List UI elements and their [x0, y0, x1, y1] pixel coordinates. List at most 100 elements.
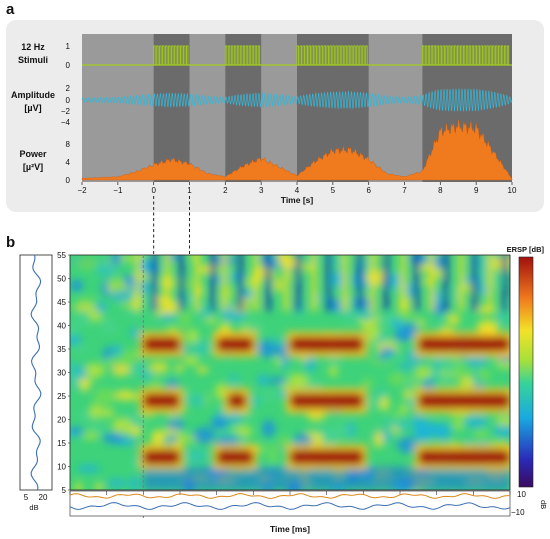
texture-blob: [94, 482, 103, 490]
high-power-band: [143, 450, 180, 465]
texture-blob: [150, 377, 160, 391]
y-tick-label: 2: [66, 84, 71, 93]
x-tick-label: 2: [223, 186, 228, 195]
high-freq-streak: [283, 255, 290, 312]
texture-blob: [464, 415, 488, 429]
texture-blob: [257, 373, 269, 387]
texture-blob: [287, 373, 308, 388]
texture-blob: [259, 392, 283, 400]
colorbar-title: ERSP [dB]: [507, 245, 545, 254]
texture-blob: [223, 312, 247, 321]
row-label-line1: Amplitude: [11, 90, 55, 100]
high-freq-streak: [325, 255, 332, 312]
bottom-trace-panel: [69, 490, 511, 517]
texture-blob: [454, 365, 464, 378]
heatmap-y-tick-label: 55: [57, 251, 66, 260]
y-tick-label: 8: [66, 140, 71, 149]
high-freq-streak: [134, 255, 141, 312]
texture-blob: [93, 387, 116, 406]
texture-blob: [415, 421, 425, 435]
spectrum-x-tick-label: 20: [39, 493, 48, 502]
texture-blob: [362, 397, 382, 408]
x-tick-label: 7: [402, 186, 407, 195]
texture-blob: [76, 464, 101, 473]
high-freq-streak: [413, 255, 420, 312]
texture-blob: [382, 420, 401, 427]
high-freq-streak: [501, 255, 508, 312]
high-freq-streak: [151, 255, 158, 312]
texture-blob: [183, 355, 200, 366]
texture-blob: [471, 368, 480, 385]
texture-blob: [101, 319, 117, 334]
texture-blob: [74, 480, 83, 490]
texture-blob: [129, 475, 139, 490]
x-tick-label: 10: [508, 186, 517, 195]
heatmap-y-tick-label: 20: [57, 416, 66, 425]
high-freq-streak: [265, 255, 272, 312]
y-tick-label: −4: [61, 118, 71, 127]
texture-blob: [130, 454, 141, 468]
high-freq-streak: [221, 255, 228, 312]
texture-blob: [332, 424, 351, 438]
texture-blob: [450, 286, 459, 303]
texture-blob: [274, 356, 283, 366]
texture-blob: [262, 445, 284, 452]
texture-blob: [95, 259, 118, 278]
texture-blob: [249, 395, 262, 407]
heatmap-x-axis-label: Time [ms]: [270, 524, 310, 534]
panel-a: 12 HzStimuli10Amplitude[µV]20−2−4Power[µ…: [11, 34, 517, 205]
texture-blob: [114, 389, 136, 401]
high-freq-streak: [471, 255, 478, 312]
texture-blob: [106, 478, 127, 488]
x-tick-label: −2: [77, 186, 87, 195]
x-tick-label: 8: [438, 186, 443, 195]
panel-label-a: a: [6, 1, 15, 18]
texture-blob: [395, 418, 410, 433]
texture-blob: [390, 412, 405, 420]
stimuli-train: [153, 45, 189, 65]
texture-blob: [103, 346, 112, 360]
texture-blob: [373, 430, 385, 448]
texture-blob: [102, 432, 125, 444]
colorbar: [518, 256, 534, 488]
high-freq-streak: [486, 255, 493, 312]
ersp-envelope-trace: [69, 493, 511, 499]
texture-blob: [397, 309, 417, 321]
texture-blob: [245, 322, 264, 335]
texture-blob: [390, 318, 405, 331]
texture-blob: [84, 363, 105, 378]
texture-blob: [75, 311, 91, 326]
texture-blob: [111, 364, 131, 377]
heatmap-y-tick-label: 30: [57, 369, 66, 378]
texture-blob: [110, 344, 122, 356]
texture-blob: [367, 323, 381, 341]
spectrum-x-label: dB: [29, 503, 38, 512]
heatmap-y-tick-label: 25: [57, 392, 66, 401]
texture-blob: [361, 378, 374, 388]
high-freq-streak: [178, 255, 185, 312]
x-tick-label: 4: [295, 186, 300, 195]
texture-blob: [430, 364, 441, 381]
heatmap-y-tick-label: 10: [57, 463, 66, 472]
high-freq-streak: [369, 255, 376, 312]
texture-blob: [111, 417, 135, 434]
texture-blob: [185, 389, 194, 399]
texture-blob: [139, 263, 162, 271]
texture-blob: [79, 378, 90, 392]
high-power-band: [216, 337, 254, 352]
texture-blob: [267, 377, 287, 385]
high-power-band: [418, 337, 510, 352]
texture-blob: [129, 367, 142, 376]
texture-blob: [158, 313, 178, 321]
texture-blob: [398, 404, 409, 413]
low-freq-region: [143, 466, 510, 490]
texture-blob: [74, 257, 99, 270]
texture-blob: [148, 362, 170, 373]
texture-blob: [193, 427, 216, 444]
texture-blob: [186, 328, 199, 344]
texture-blob: [415, 319, 427, 326]
texture-blob: [167, 325, 178, 333]
high-freq-streak: [341, 255, 348, 312]
texture-blob: [498, 309, 508, 325]
